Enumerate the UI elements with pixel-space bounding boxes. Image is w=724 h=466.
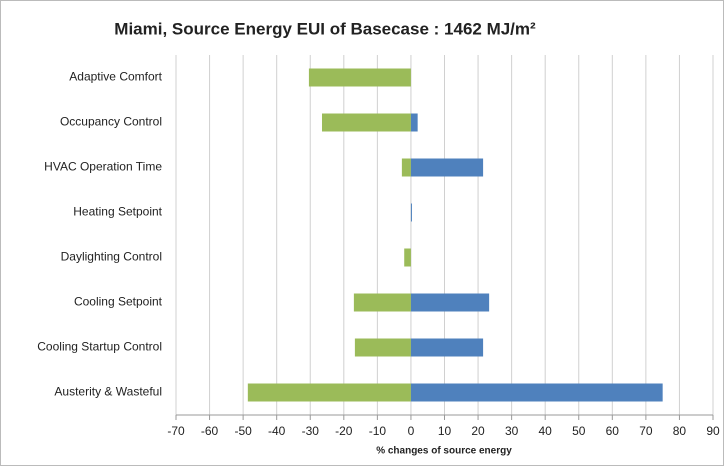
x-tick-label: 20: [471, 424, 485, 438]
y-tick-label: Adaptive Comfort: [69, 70, 162, 84]
bar: [410, 113, 418, 132]
x-tick-label: 30: [505, 424, 519, 438]
x-tick-label: 40: [539, 424, 553, 438]
x-tick-label: -30: [302, 424, 320, 438]
y-tick-label: Austerity & Wasteful: [54, 385, 162, 399]
bar: [321, 113, 411, 132]
bar: [410, 293, 490, 312]
chart-title: Miami, Source Energy EUI of Basecase : 1…: [114, 19, 536, 38]
x-tick-label: -10: [369, 424, 387, 438]
x-tick-label: 70: [639, 424, 653, 438]
bar: [410, 203, 412, 222]
y-tick-label: HVAC Operation Time: [44, 160, 162, 174]
x-tick-label: -50: [234, 424, 252, 438]
bar: [401, 158, 411, 177]
bar: [353, 293, 411, 312]
y-tick-label: Heating Setpoint: [73, 205, 162, 219]
bar: [247, 383, 411, 402]
bar: [410, 158, 484, 177]
x-tick-label: 90: [706, 424, 720, 438]
y-tick-label: Occupancy Control: [60, 115, 162, 129]
y-tick-label: Daylighting Control: [61, 250, 162, 264]
y-tick-label: Cooling Startup Control: [37, 340, 162, 354]
x-tick-label: 80: [673, 424, 687, 438]
x-tick-label: -40: [268, 424, 286, 438]
y-tick-label: Cooling Setpoint: [74, 295, 163, 309]
x-tick-label: 50: [572, 424, 586, 438]
bar: [308, 68, 411, 87]
x-tick-label: 60: [606, 424, 620, 438]
x-tick-label: -20: [335, 424, 353, 438]
x-tick-label: 10: [438, 424, 452, 438]
bar: [410, 338, 484, 357]
x-tick-label: 0: [408, 424, 415, 438]
bar: [410, 383, 663, 402]
x-tick-label: -70: [167, 424, 185, 438]
x-axis-label: % changes of source energy: [376, 446, 512, 457]
bar: [404, 248, 411, 267]
x-tick-label: -60: [201, 424, 219, 438]
bar: [354, 338, 411, 357]
